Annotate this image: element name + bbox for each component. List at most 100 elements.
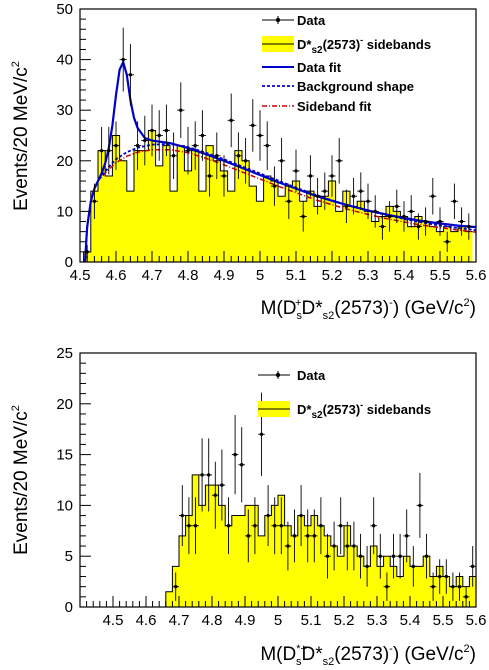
data-point: [462, 586, 470, 607]
data-point: [292, 149, 300, 193]
data-point-marker: [301, 214, 305, 219]
data-point-marker: [299, 513, 303, 518]
x-tick-label: 4.8: [178, 267, 199, 284]
data-point-marker: [418, 503, 422, 508]
data-point-marker: [409, 209, 413, 214]
data-point: [170, 132, 178, 180]
data-point: [383, 572, 391, 601]
data-point-marker: [240, 463, 244, 467]
y-tick-label: 30: [56, 102, 73, 119]
data-point: [449, 572, 457, 601]
data-point-marker: [220, 483, 224, 487]
data-point-marker: [226, 524, 231, 528]
data-point-marker: [157, 133, 161, 138]
y-tick-label: 15: [56, 447, 73, 464]
data-point-marker: [452, 199, 457, 203]
data-point-marker: [306, 534, 310, 538]
data-point-marker: [193, 143, 197, 148]
x-tick-label: 4.9: [214, 267, 235, 284]
data-point: [179, 485, 186, 547]
data-point: [465, 213, 473, 240]
legend-sidebands-label: D*s2(2573)- sidebands: [297, 400, 431, 421]
data-point: [155, 110, 163, 161]
data-point: [342, 189, 350, 224]
data-point-marker: [107, 148, 111, 153]
data-point-marker: [186, 148, 190, 153]
data-point-marker: [438, 574, 442, 579]
x-tick-label: 5.3: [358, 267, 379, 284]
data-point: [297, 485, 305, 547]
data-point: [363, 546, 371, 587]
data-point: [231, 414, 239, 495]
data-point-marker: [339, 524, 343, 528]
data-point-marker: [411, 564, 415, 569]
data-point: [220, 155, 228, 197]
data-point-marker: [319, 524, 323, 528]
data-point: [270, 166, 278, 206]
y-axis-title: Events/20 MeV/c2: [10, 61, 32, 211]
data-point-marker: [337, 159, 341, 163]
data-point: [172, 572, 179, 601]
y-tick-label: 5: [65, 548, 73, 565]
data-point: [184, 126, 192, 175]
x-tick-label: 5.6: [466, 612, 487, 629]
data-point: [393, 189, 401, 224]
x-tick-label: 5.1: [286, 267, 307, 284]
data-point-marker: [121, 57, 125, 62]
x-tick-label: 5.2: [334, 612, 355, 629]
data-point: [291, 509, 298, 563]
legend-entry-sidebands: D*s2(2573)- sidebands: [258, 400, 431, 421]
data-point: [278, 138, 286, 184]
data-point-marker: [464, 595, 468, 599]
data-point: [436, 207, 444, 236]
data-point-marker: [114, 143, 118, 148]
data-point: [423, 533, 430, 579]
x-tick-label: 5.4: [394, 267, 415, 284]
data-point-marker: [365, 564, 369, 569]
data-point-marker: [391, 554, 396, 558]
data-point-marker: [445, 240, 449, 244]
data-point-marker: [233, 452, 237, 457]
data-point: [364, 183, 372, 219]
data-point-marker: [251, 123, 255, 128]
legend-data-label: Data: [297, 13, 326, 28]
data-point: [263, 121, 271, 170]
y-tick-label: 0: [65, 254, 73, 271]
data-point: [191, 121, 199, 170]
legend-data-marker: [275, 372, 281, 378]
legend-data-marker: [275, 17, 281, 23]
x-tick-label: 5.5: [433, 612, 454, 629]
data-point-marker: [279, 524, 283, 528]
data-point: [238, 427, 245, 503]
y-tick-label: 40: [56, 52, 73, 69]
data-point-marker: [243, 159, 248, 163]
data-point: [148, 104, 156, 157]
data-point-marker: [135, 143, 140, 148]
data-point-marker: [387, 214, 392, 219]
x-tick-label: 4.6: [136, 612, 157, 629]
data-point-marker: [193, 524, 198, 528]
data-point: [416, 472, 424, 538]
legend-data-label: Data: [297, 368, 326, 383]
data-point-marker: [451, 584, 455, 589]
data-point: [306, 155, 314, 197]
data-point: [227, 93, 235, 148]
data-point-marker: [215, 154, 219, 158]
data-point: [234, 132, 242, 180]
data-point: [242, 138, 250, 184]
data-point-marker: [200, 473, 204, 477]
x-axis-title: M(D*+ sD*s2(2573)-) (GeV/c2): [260, 643, 476, 668]
data-fit-curve: [83, 58, 477, 263]
x-tick-label: 5.1: [301, 612, 322, 629]
data-point: [469, 546, 476, 587]
data-point: [357, 533, 364, 579]
data-point-marker: [372, 524, 376, 528]
data-point: [410, 546, 417, 587]
data-point: [212, 461, 219, 529]
data-point: [344, 521, 351, 571]
data-point: [350, 521, 358, 571]
data-point: [162, 104, 170, 157]
data-point-marker: [358, 554, 363, 558]
data-point-marker: [402, 214, 406, 219]
